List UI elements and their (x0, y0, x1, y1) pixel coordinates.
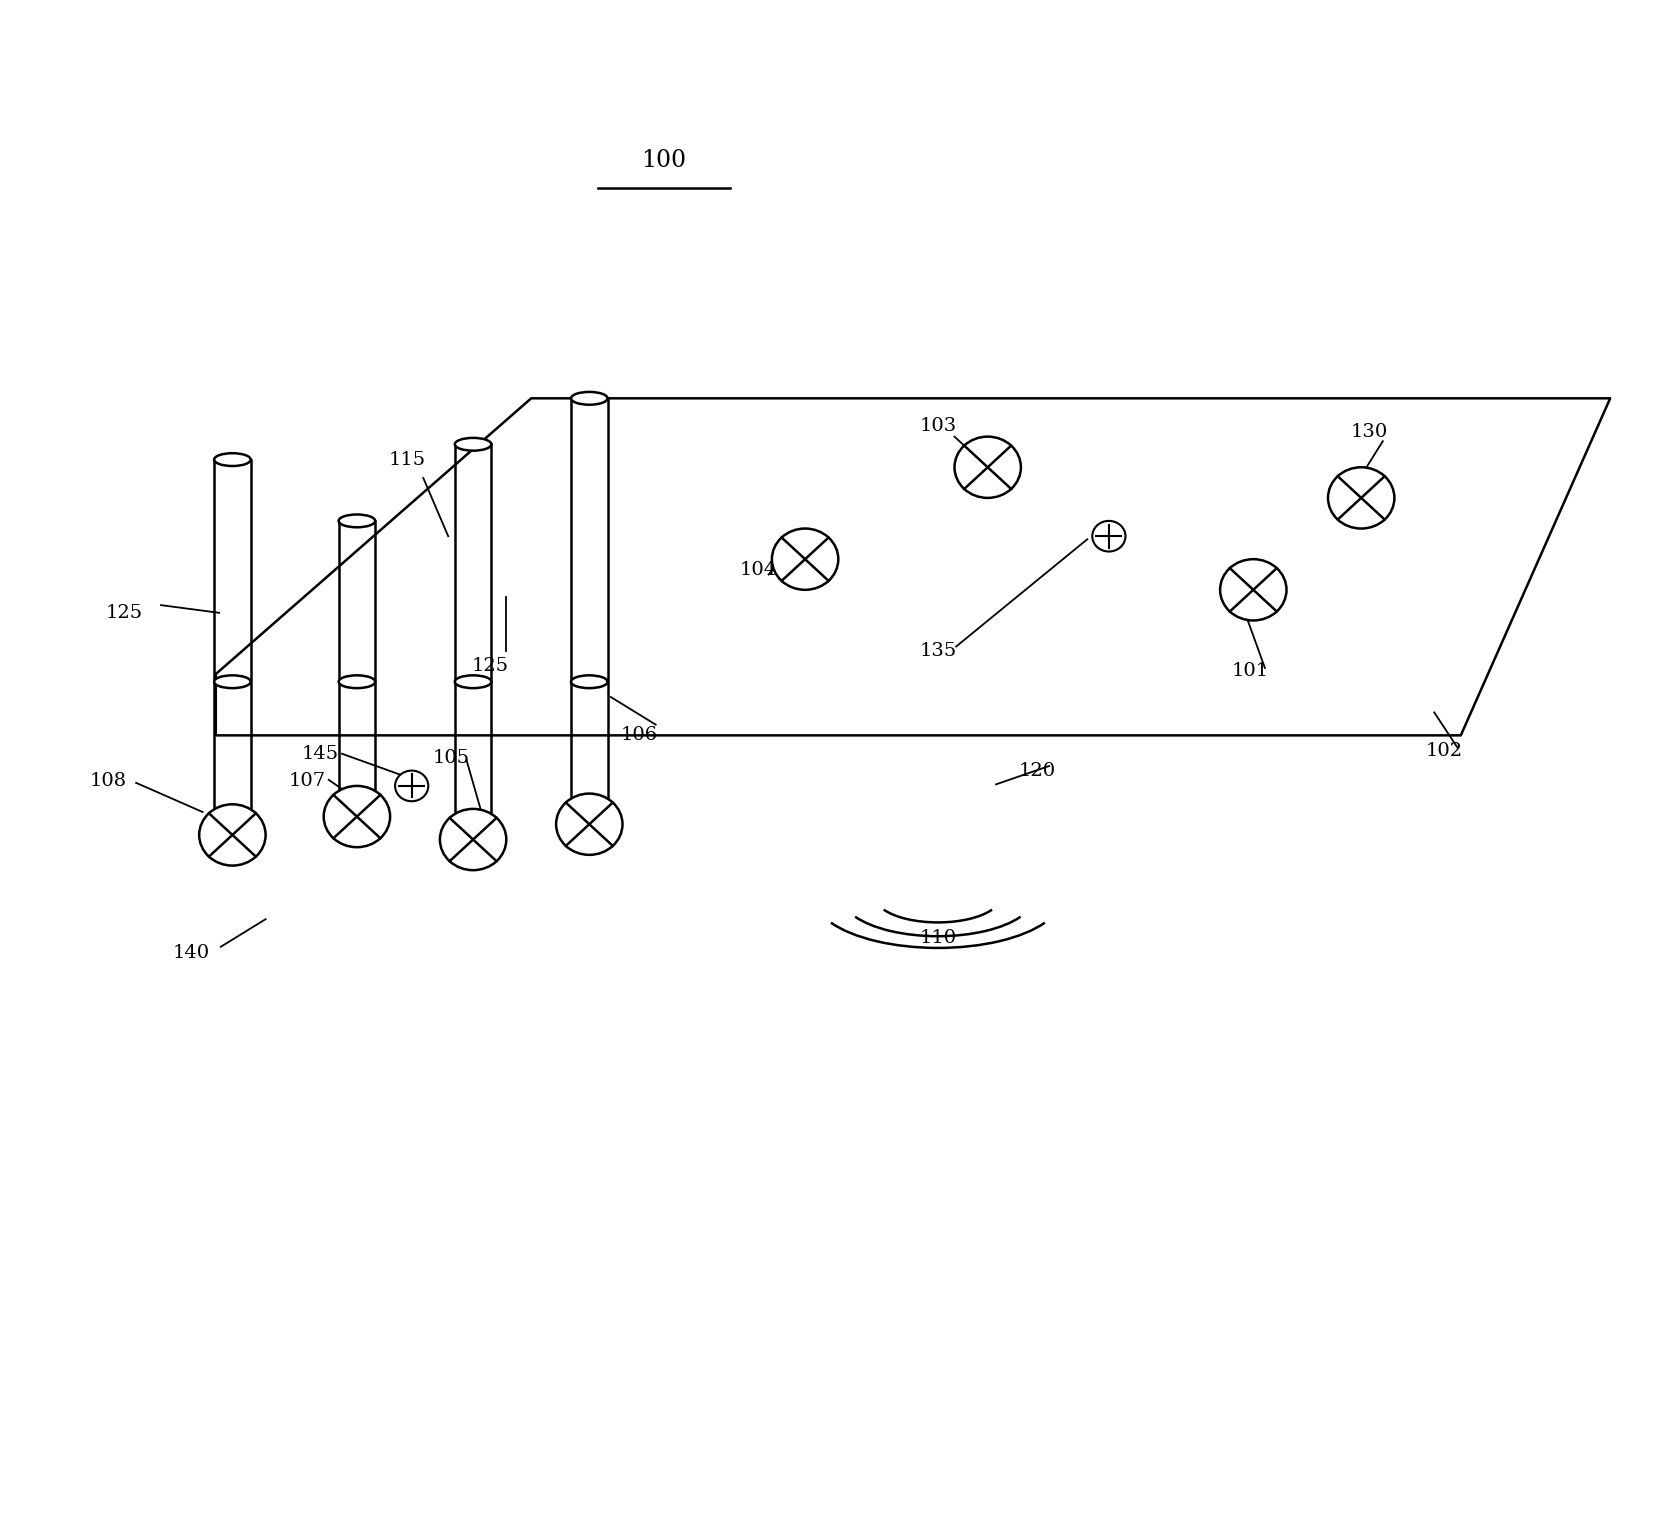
Circle shape (556, 794, 622, 855)
Ellipse shape (455, 438, 491, 450)
Circle shape (395, 771, 428, 801)
Circle shape (1092, 521, 1125, 552)
Ellipse shape (214, 676, 251, 688)
Circle shape (199, 804, 266, 866)
Ellipse shape (571, 676, 608, 688)
Text: 145: 145 (302, 745, 339, 763)
Text: 108: 108 (90, 772, 126, 791)
Text: 103: 103 (920, 417, 956, 435)
Ellipse shape (339, 829, 375, 841)
Text: 140: 140 (173, 944, 209, 962)
Text: 100: 100 (641, 149, 687, 173)
Text: 104: 104 (740, 561, 777, 579)
Circle shape (954, 437, 1021, 498)
Ellipse shape (214, 829, 251, 841)
Ellipse shape (339, 515, 375, 527)
Ellipse shape (571, 829, 608, 841)
Ellipse shape (455, 676, 491, 688)
Ellipse shape (214, 453, 251, 466)
Circle shape (1328, 467, 1394, 529)
Ellipse shape (455, 829, 491, 841)
Text: 125: 125 (471, 657, 508, 676)
Text: 101: 101 (1232, 662, 1268, 680)
Text: 130: 130 (1351, 423, 1388, 441)
Circle shape (440, 809, 506, 870)
Circle shape (1220, 559, 1286, 620)
Text: 110: 110 (920, 928, 956, 947)
Text: 102: 102 (1426, 741, 1462, 760)
Text: 120: 120 (1019, 761, 1056, 780)
Text: 107: 107 (289, 772, 325, 791)
Circle shape (324, 786, 390, 847)
Text: 135: 135 (920, 642, 956, 660)
Circle shape (772, 529, 838, 590)
Ellipse shape (571, 392, 608, 404)
Text: 106: 106 (621, 726, 657, 745)
Text: 115: 115 (388, 450, 425, 469)
Ellipse shape (339, 676, 375, 688)
Text: 105: 105 (433, 749, 470, 768)
Text: 125: 125 (106, 604, 143, 622)
